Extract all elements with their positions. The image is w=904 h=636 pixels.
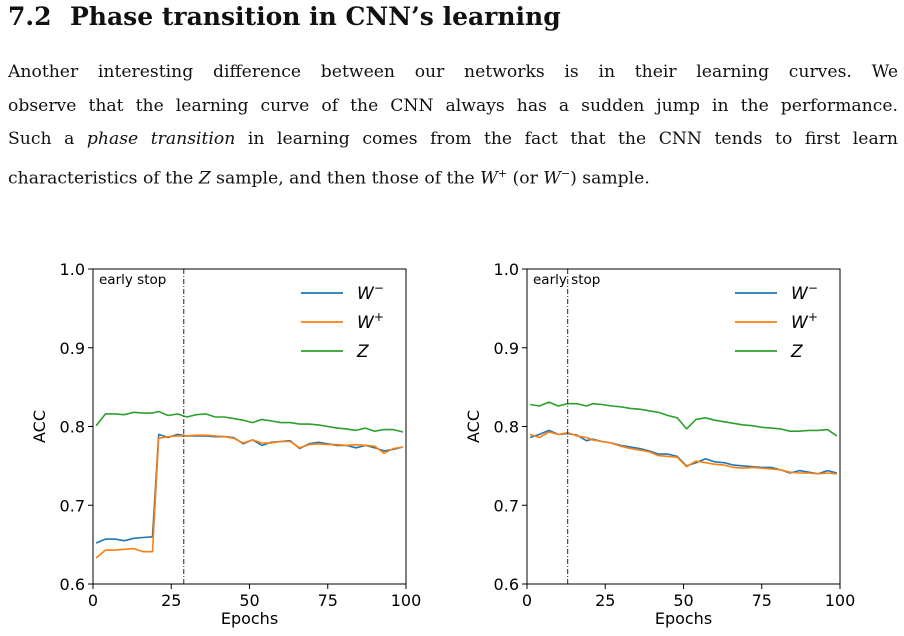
y-tick-label: 0.6 <box>494 575 519 594</box>
math-w: W <box>543 168 561 189</box>
paragraph-line-4: characteristics of the Z sample, and the… <box>8 157 898 196</box>
legend-label: W+ <box>791 310 818 333</box>
x-tick-label: 50 <box>673 591 693 610</box>
y-tick-label: 0.7 <box>494 496 519 515</box>
x-tick-label: 100 <box>391 591 422 610</box>
section-heading: 7.2 Phase transition in CNN’s learning <box>8 2 561 31</box>
paragraph-line-2-text: observe that the learning curve of the C… <box>8 95 898 116</box>
x-tick-label: 25 <box>161 591 181 610</box>
paragraph-line-1: Another interesting difference between o… <box>8 62 898 82</box>
legend-label: W− <box>357 281 384 304</box>
early-stop-label: early stop <box>99 272 166 288</box>
math-z: Z <box>198 168 211 189</box>
paragraph-text: ) sample. <box>570 168 650 189</box>
section-number: 7.2 <box>8 2 52 31</box>
series-line-w-plus <box>529 431 837 475</box>
series-line-z <box>529 401 838 437</box>
series-line-w-plus <box>95 434 404 559</box>
y-tick-label: 0.8 <box>60 418 85 437</box>
legend-label: W− <box>791 281 818 304</box>
y-tick-label: 0.9 <box>494 339 519 358</box>
y-tick-label: 1.0 <box>494 260 519 279</box>
body-paragraph: Another interesting difference between o… <box>8 56 898 196</box>
x-tick-label: 100 <box>825 591 856 610</box>
early-stop-label: early stop <box>533 272 600 288</box>
paragraph-text: characteristics of the <box>8 168 199 189</box>
paragraph-line-2: observe that the learning curve of the C… <box>8 90 898 124</box>
x-axis-label: Epochs <box>655 609 712 628</box>
y-axis-label: ACC <box>30 410 49 443</box>
x-tick-label: 0 <box>522 591 532 610</box>
legend-label: Z <box>790 342 803 362</box>
x-tick-label: 25 <box>595 591 615 610</box>
x-axis-label: Epochs <box>221 609 278 628</box>
series-line-z <box>95 410 404 433</box>
y-tick-label: 0.9 <box>60 339 85 358</box>
y-tick-label: 0.8 <box>494 418 519 437</box>
paragraph-text: Such a <box>8 129 87 149</box>
y-tick-label: 1.0 <box>60 260 85 279</box>
math-superscript-minus: − <box>560 166 571 180</box>
paragraph-text: (or <box>507 168 544 189</box>
x-tick-label: 75 <box>318 591 338 610</box>
paragraph-line-3: Such a phase transition in learning come… <box>8 123 898 157</box>
y-axis-label: ACC <box>464 410 483 443</box>
x-tick-label: 50 <box>239 591 259 610</box>
x-tick-label: 75 <box>752 591 772 610</box>
y-tick-label: 0.7 <box>60 496 85 515</box>
series-line-w-minus <box>529 429 838 475</box>
section-title: Phase transition in CNN’s learning <box>70 2 561 31</box>
x-tick-label: 0 <box>88 591 98 610</box>
emphasis-phase-transition: phase transition <box>86 129 236 149</box>
legend-label: Z <box>356 342 369 362</box>
math-superscript-plus: + <box>497 166 508 180</box>
paragraph-text: sample, and then those of the <box>210 168 481 189</box>
paragraph-text: in learning comes from the fact that the… <box>235 129 899 149</box>
math-w: W <box>480 168 498 189</box>
legend-label: W+ <box>357 310 384 333</box>
y-tick-label: 0.6 <box>60 575 85 594</box>
